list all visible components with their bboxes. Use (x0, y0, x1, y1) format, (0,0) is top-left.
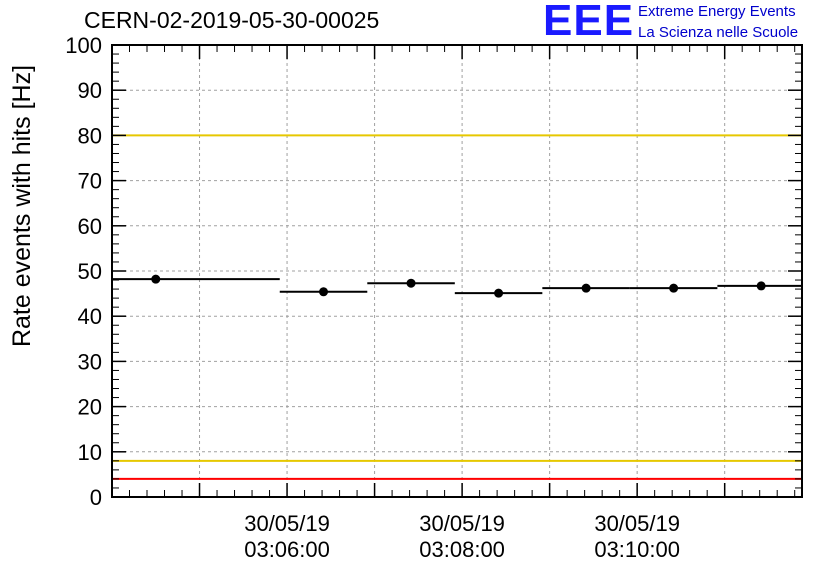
x-tick-label-time: 03:06:00 (244, 537, 330, 562)
data-point (494, 288, 504, 298)
tick-layer: 010203040506070809010030/05/1903:06:0030… (65, 33, 802, 562)
y-tick-label: 10 (78, 440, 102, 465)
grid-layer (111, 45, 802, 497)
x-tick-label-date: 30/05/19 (419, 511, 505, 536)
y-tick-label: 40 (78, 304, 102, 329)
data-layer (112, 274, 802, 298)
data-point (756, 281, 766, 291)
data-point (151, 274, 161, 284)
y-axis-title: Rate events with hits [Hz] (8, 65, 36, 347)
data-point (669, 283, 679, 293)
y-tick-label: 70 (78, 169, 102, 194)
x-tick-label-date: 30/05/19 (244, 511, 330, 536)
logo-subtitle-line2: La Scienza nelle Scuole (638, 24, 799, 41)
y-tick-label: 50 (78, 259, 102, 284)
data-point (581, 283, 591, 293)
x-tick-label-date: 30/05/19 (594, 511, 680, 536)
y-tick-label: 20 (78, 395, 102, 420)
y-tick-label: 60 (78, 214, 102, 239)
chart-title: CERN-02-2019-05-30-00025 (84, 7, 380, 33)
y-tick-label: 90 (78, 78, 102, 103)
data-point (319, 287, 329, 297)
x-tick-label-time: 03:10:00 (594, 537, 680, 562)
y-tick-label: 0 (90, 485, 102, 510)
reference-lines (112, 44, 802, 480)
eee-logo: EEE (543, 0, 635, 45)
y-tick-label: 30 (78, 349, 102, 374)
y-tick-label: 100 (65, 33, 102, 58)
data-point (406, 278, 416, 288)
logo-subtitle-line1: Extreme Energy Events (638, 3, 796, 20)
x-tick-label-time: 03:08:00 (419, 537, 505, 562)
y-tick-label: 80 (78, 123, 102, 148)
